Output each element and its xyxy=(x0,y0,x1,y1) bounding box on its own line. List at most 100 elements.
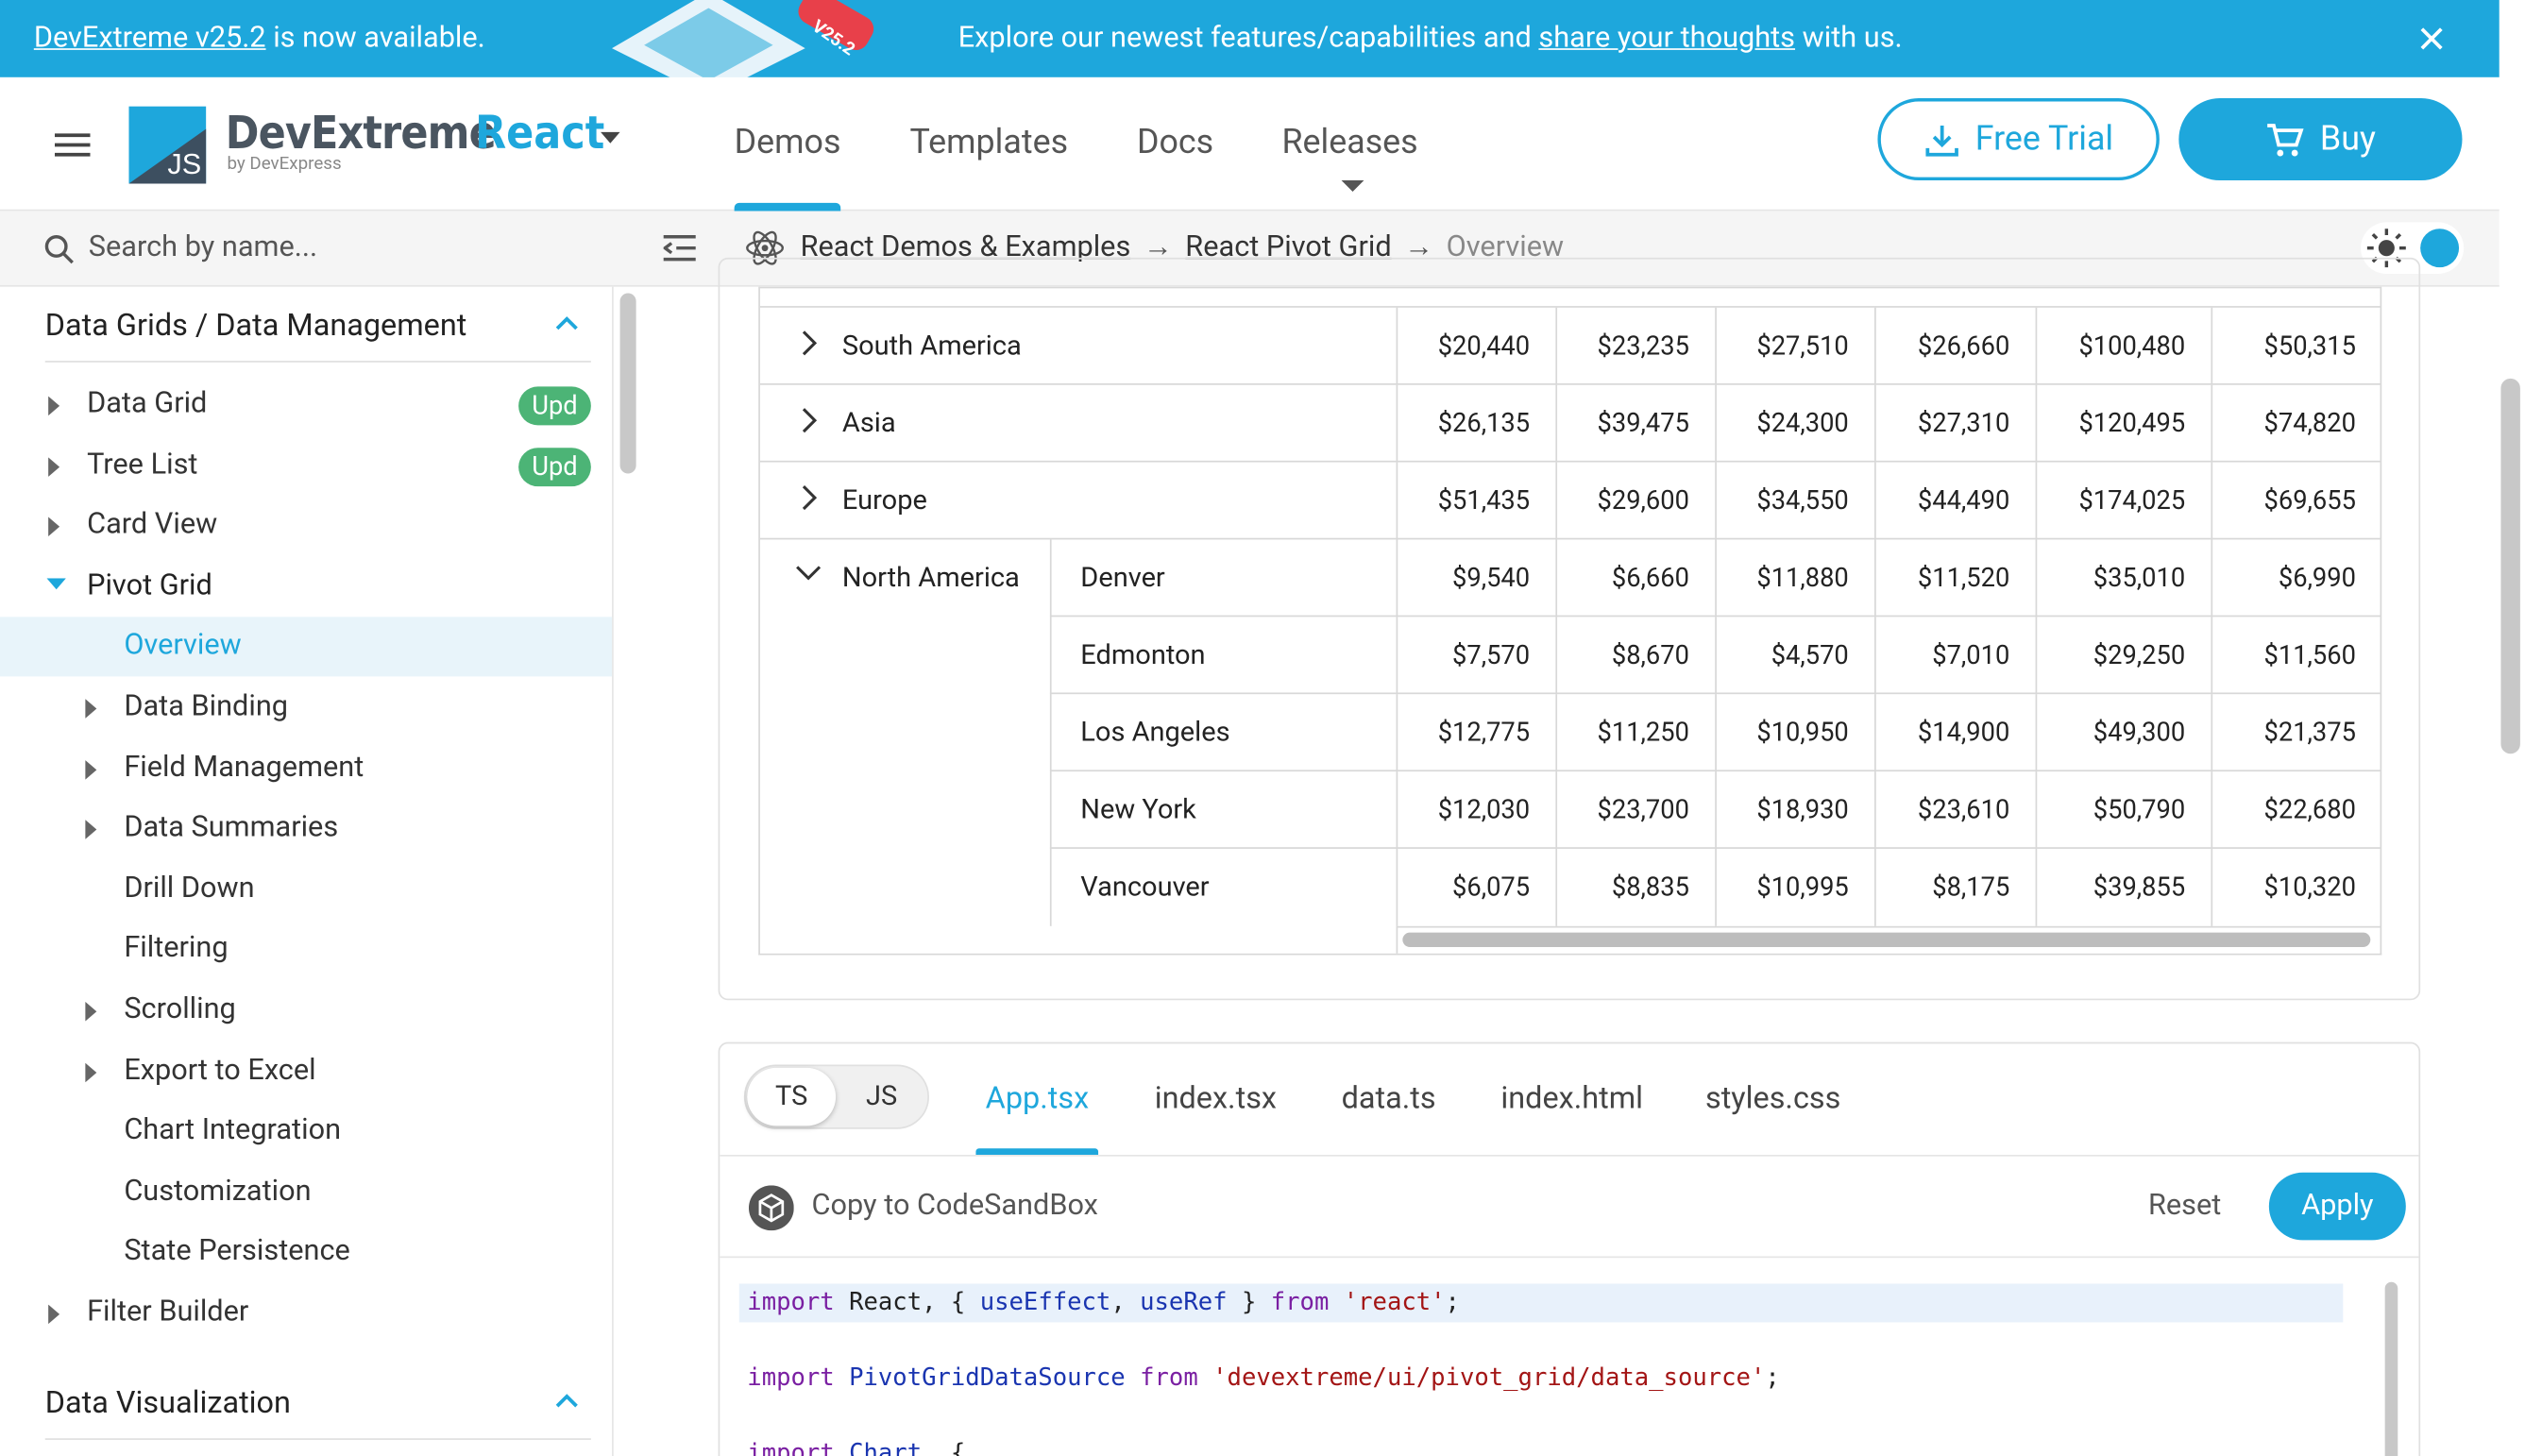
data-cell: $69,655 xyxy=(2211,484,2355,515)
nav-link[interactable]: Data Binding xyxy=(124,689,288,723)
copy-to-codesandbox[interactable]: Copy to CodeSandBox xyxy=(812,1189,1098,1223)
collapse-sidebar[interactable] xyxy=(664,233,700,262)
file-tab[interactable]: index.html xyxy=(1500,1079,1643,1116)
file-tab[interactable]: styles.css xyxy=(1705,1079,1840,1116)
buy-button[interactable]: Buy xyxy=(2178,98,2462,180)
nav-link[interactable]: Customization xyxy=(124,1174,311,1208)
reset-button[interactable]: Reset xyxy=(2148,1189,2221,1223)
message-link[interactable]: share your thoughts xyxy=(1538,21,1795,55)
file-tab[interactable]: index.tsx xyxy=(1155,1079,1277,1116)
nav-link[interactable]: Pivot Grid xyxy=(87,568,212,602)
data-cell: $6,990 xyxy=(2211,562,2355,592)
nav-link[interactable]: State Persistence xyxy=(124,1234,350,1268)
selected-row xyxy=(0,618,614,677)
file-tab[interactable]: App.tsx xyxy=(986,1079,1089,1116)
data-cell: $14,900 xyxy=(1874,717,2009,747)
code-token: , { xyxy=(922,1438,965,1456)
nav-link[interactable]: Data Summaries xyxy=(124,810,338,844)
code-token: ; xyxy=(1765,1363,1779,1392)
row-header[interactable]: North America xyxy=(842,562,1020,594)
sidebar-scrollbar[interactable] xyxy=(620,293,636,473)
nav-link[interactable]: Export to Excel xyxy=(124,1053,315,1087)
section-title[interactable]: Data Visualization xyxy=(45,1383,291,1420)
code-line: import Chart, { xyxy=(747,1438,965,1456)
data-cell: $23,610 xyxy=(1874,794,2009,824)
data-cell: $51,435 xyxy=(1397,484,1531,515)
data-cell: $7,010 xyxy=(1874,639,2009,669)
logo: JS xyxy=(128,107,206,184)
code-token: Chart xyxy=(849,1438,922,1456)
apply-button[interactable]: Apply xyxy=(2269,1173,2406,1241)
nav-link[interactable]: Data Grid xyxy=(87,386,207,420)
banner-link[interactable]: DevExtreme v25.2 xyxy=(34,21,266,55)
row-header[interactable]: South America xyxy=(842,330,1022,363)
data-cell: $24,300 xyxy=(1715,408,1849,438)
nav-link[interactable]: Overview xyxy=(124,629,241,663)
menu-button[interactable] xyxy=(55,130,91,160)
nav-link[interactable]: Filtering xyxy=(124,932,228,966)
data-cell: $39,475 xyxy=(1555,408,1689,438)
download-icon xyxy=(1923,122,1959,158)
nav-link[interactable]: Tree List xyxy=(87,448,197,482)
data-cell: $6,660 xyxy=(1555,562,1689,592)
code-line: import React, { useEffect, useRef } from… xyxy=(747,1287,1460,1316)
tree-toggle xyxy=(46,1305,65,1324)
nav-link[interactable]: Scrolling xyxy=(124,992,235,1026)
language-option[interactable]: TS xyxy=(747,1068,836,1126)
code-token xyxy=(1198,1363,1212,1392)
data-cell: $44,490 xyxy=(1874,484,2009,515)
pivot-grid: South America$20,440$23,235$27,510$26,66… xyxy=(758,287,2381,956)
code-scrollbar[interactable] xyxy=(2385,1282,2398,1456)
nav-item[interactable]: Demos xyxy=(735,124,841,162)
section-divider xyxy=(45,361,591,363)
nav-link[interactable]: Chart Integration xyxy=(124,1113,341,1147)
file-tab[interactable]: data.ts xyxy=(1342,1079,1436,1116)
data-cell: $12,030 xyxy=(1397,794,1531,824)
language-toggle[interactable]: TSJS xyxy=(744,1065,929,1129)
language-option[interactable]: JS xyxy=(838,1068,926,1126)
nav-item[interactable]: Templates xyxy=(910,124,1069,162)
data-cell: $22,680 xyxy=(2211,794,2355,824)
tree-toggle xyxy=(46,517,65,536)
tab-underline xyxy=(975,1148,1098,1155)
row-header[interactable]: Europe xyxy=(842,484,927,516)
data-cell: $74,820 xyxy=(2211,408,2355,438)
section-chevron xyxy=(555,315,578,331)
product-caret[interactable] xyxy=(599,130,621,146)
nav-item[interactable]: Releases xyxy=(1281,124,1417,162)
nav-link[interactable]: Filter Builder xyxy=(87,1295,248,1329)
nav-link[interactable]: Drill Down xyxy=(124,871,254,905)
data-cell: $174,025 xyxy=(2036,484,2186,515)
code-token xyxy=(1329,1287,1343,1316)
horizontal-scrollbar[interactable] xyxy=(1402,933,2370,947)
data-cell: $27,310 xyxy=(1874,408,2009,438)
divider xyxy=(720,1256,2420,1258)
product[interactable]: React xyxy=(475,107,604,160)
code-token: 'react' xyxy=(1344,1287,1446,1316)
data-cell: $49,300 xyxy=(2036,717,2186,747)
expand-chevron xyxy=(797,408,822,433)
nav-link[interactable]: Card View xyxy=(87,508,217,542)
nav-item[interactable]: Docs xyxy=(1137,124,1213,162)
section-title[interactable]: Data Grids / Data Management xyxy=(45,306,467,343)
data-cell: $11,250 xyxy=(1555,717,1689,747)
banner-close[interactable] xyxy=(2418,25,2444,51)
tree-toggle xyxy=(84,821,103,839)
badge: Upd xyxy=(518,448,591,486)
data-cell: $100,480 xyxy=(2036,330,2186,361)
page-scrollbar[interactable] xyxy=(2500,379,2519,753)
sidebar: Data Grids / Data Management Data Grid Upd… xyxy=(0,287,614,1456)
row-line xyxy=(760,383,2381,385)
free-trial-button[interactable]: Free Trial xyxy=(1877,98,2159,180)
row-header: Edmonton xyxy=(1080,639,1205,671)
tree-toggle xyxy=(46,397,65,415)
search-input[interactable]: Search by name... xyxy=(89,230,317,264)
message-end: with us. xyxy=(1803,21,1903,55)
data-cell: $29,600 xyxy=(1555,484,1689,515)
nav-link[interactable]: Field Management xyxy=(124,750,364,784)
row-header: New York xyxy=(1080,794,1196,826)
row-header[interactable]: Asia xyxy=(842,408,896,440)
data-cell: $6,075 xyxy=(1397,872,1531,902)
